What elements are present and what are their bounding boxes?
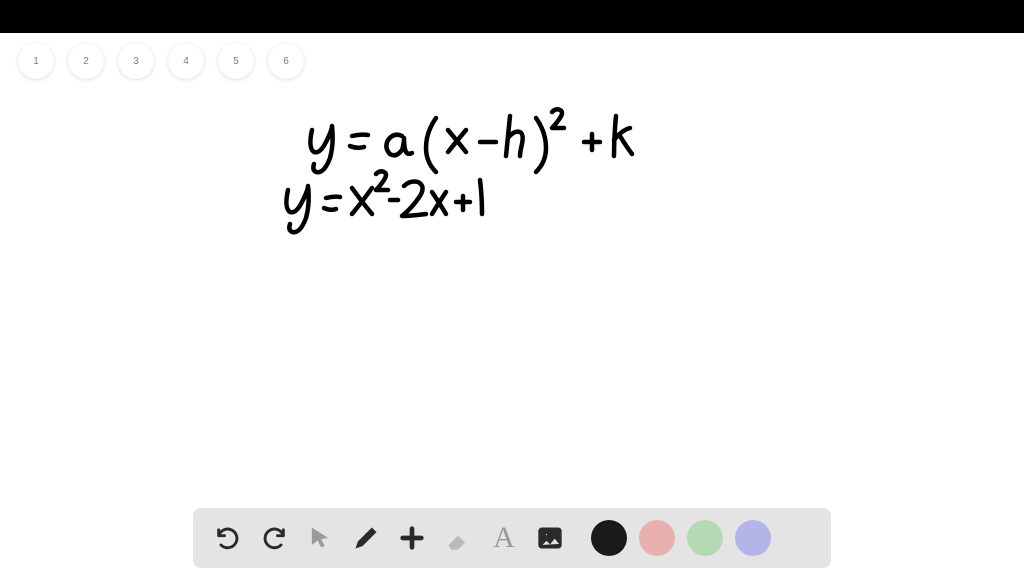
text-icon: A <box>493 521 515 555</box>
pencil-icon <box>352 524 380 552</box>
text-button[interactable]: A <box>483 517 525 559</box>
nav-button-row: 1 2 3 4 5 6 <box>18 43 304 79</box>
image-icon <box>536 524 564 552</box>
nav-button-4[interactable]: 4 <box>168 43 204 79</box>
image-button[interactable] <box>529 517 571 559</box>
undo-button[interactable] <box>207 517 249 559</box>
color-swatch-black[interactable] <box>591 520 627 556</box>
eraser-button[interactable] <box>437 517 479 559</box>
plus-button[interactable] <box>391 517 433 559</box>
toolbar: A <box>193 508 831 568</box>
plus-icon <box>398 524 426 552</box>
color-swatch-green[interactable] <box>687 520 723 556</box>
color-swatch-pink[interactable] <box>639 520 675 556</box>
nav-button-5[interactable]: 5 <box>218 43 254 79</box>
nav-button-2[interactable]: 2 <box>68 43 104 79</box>
top-black-bar <box>0 0 1024 33</box>
nav-button-3[interactable]: 3 <box>118 43 154 79</box>
redo-button[interactable] <box>253 517 295 559</box>
pointer-button[interactable] <box>299 517 341 559</box>
pointer-icon <box>306 524 334 552</box>
undo-icon <box>214 524 242 552</box>
nav-button-1[interactable]: 1 <box>18 43 54 79</box>
pencil-button[interactable] <box>345 517 387 559</box>
color-swatch-purple[interactable] <box>735 520 771 556</box>
handwriting-content <box>0 80 1024 490</box>
redo-icon <box>260 524 288 552</box>
whiteboard-canvas[interactable] <box>0 80 1024 490</box>
nav-button-6[interactable]: 6 <box>268 43 304 79</box>
eraser-icon <box>444 524 472 552</box>
